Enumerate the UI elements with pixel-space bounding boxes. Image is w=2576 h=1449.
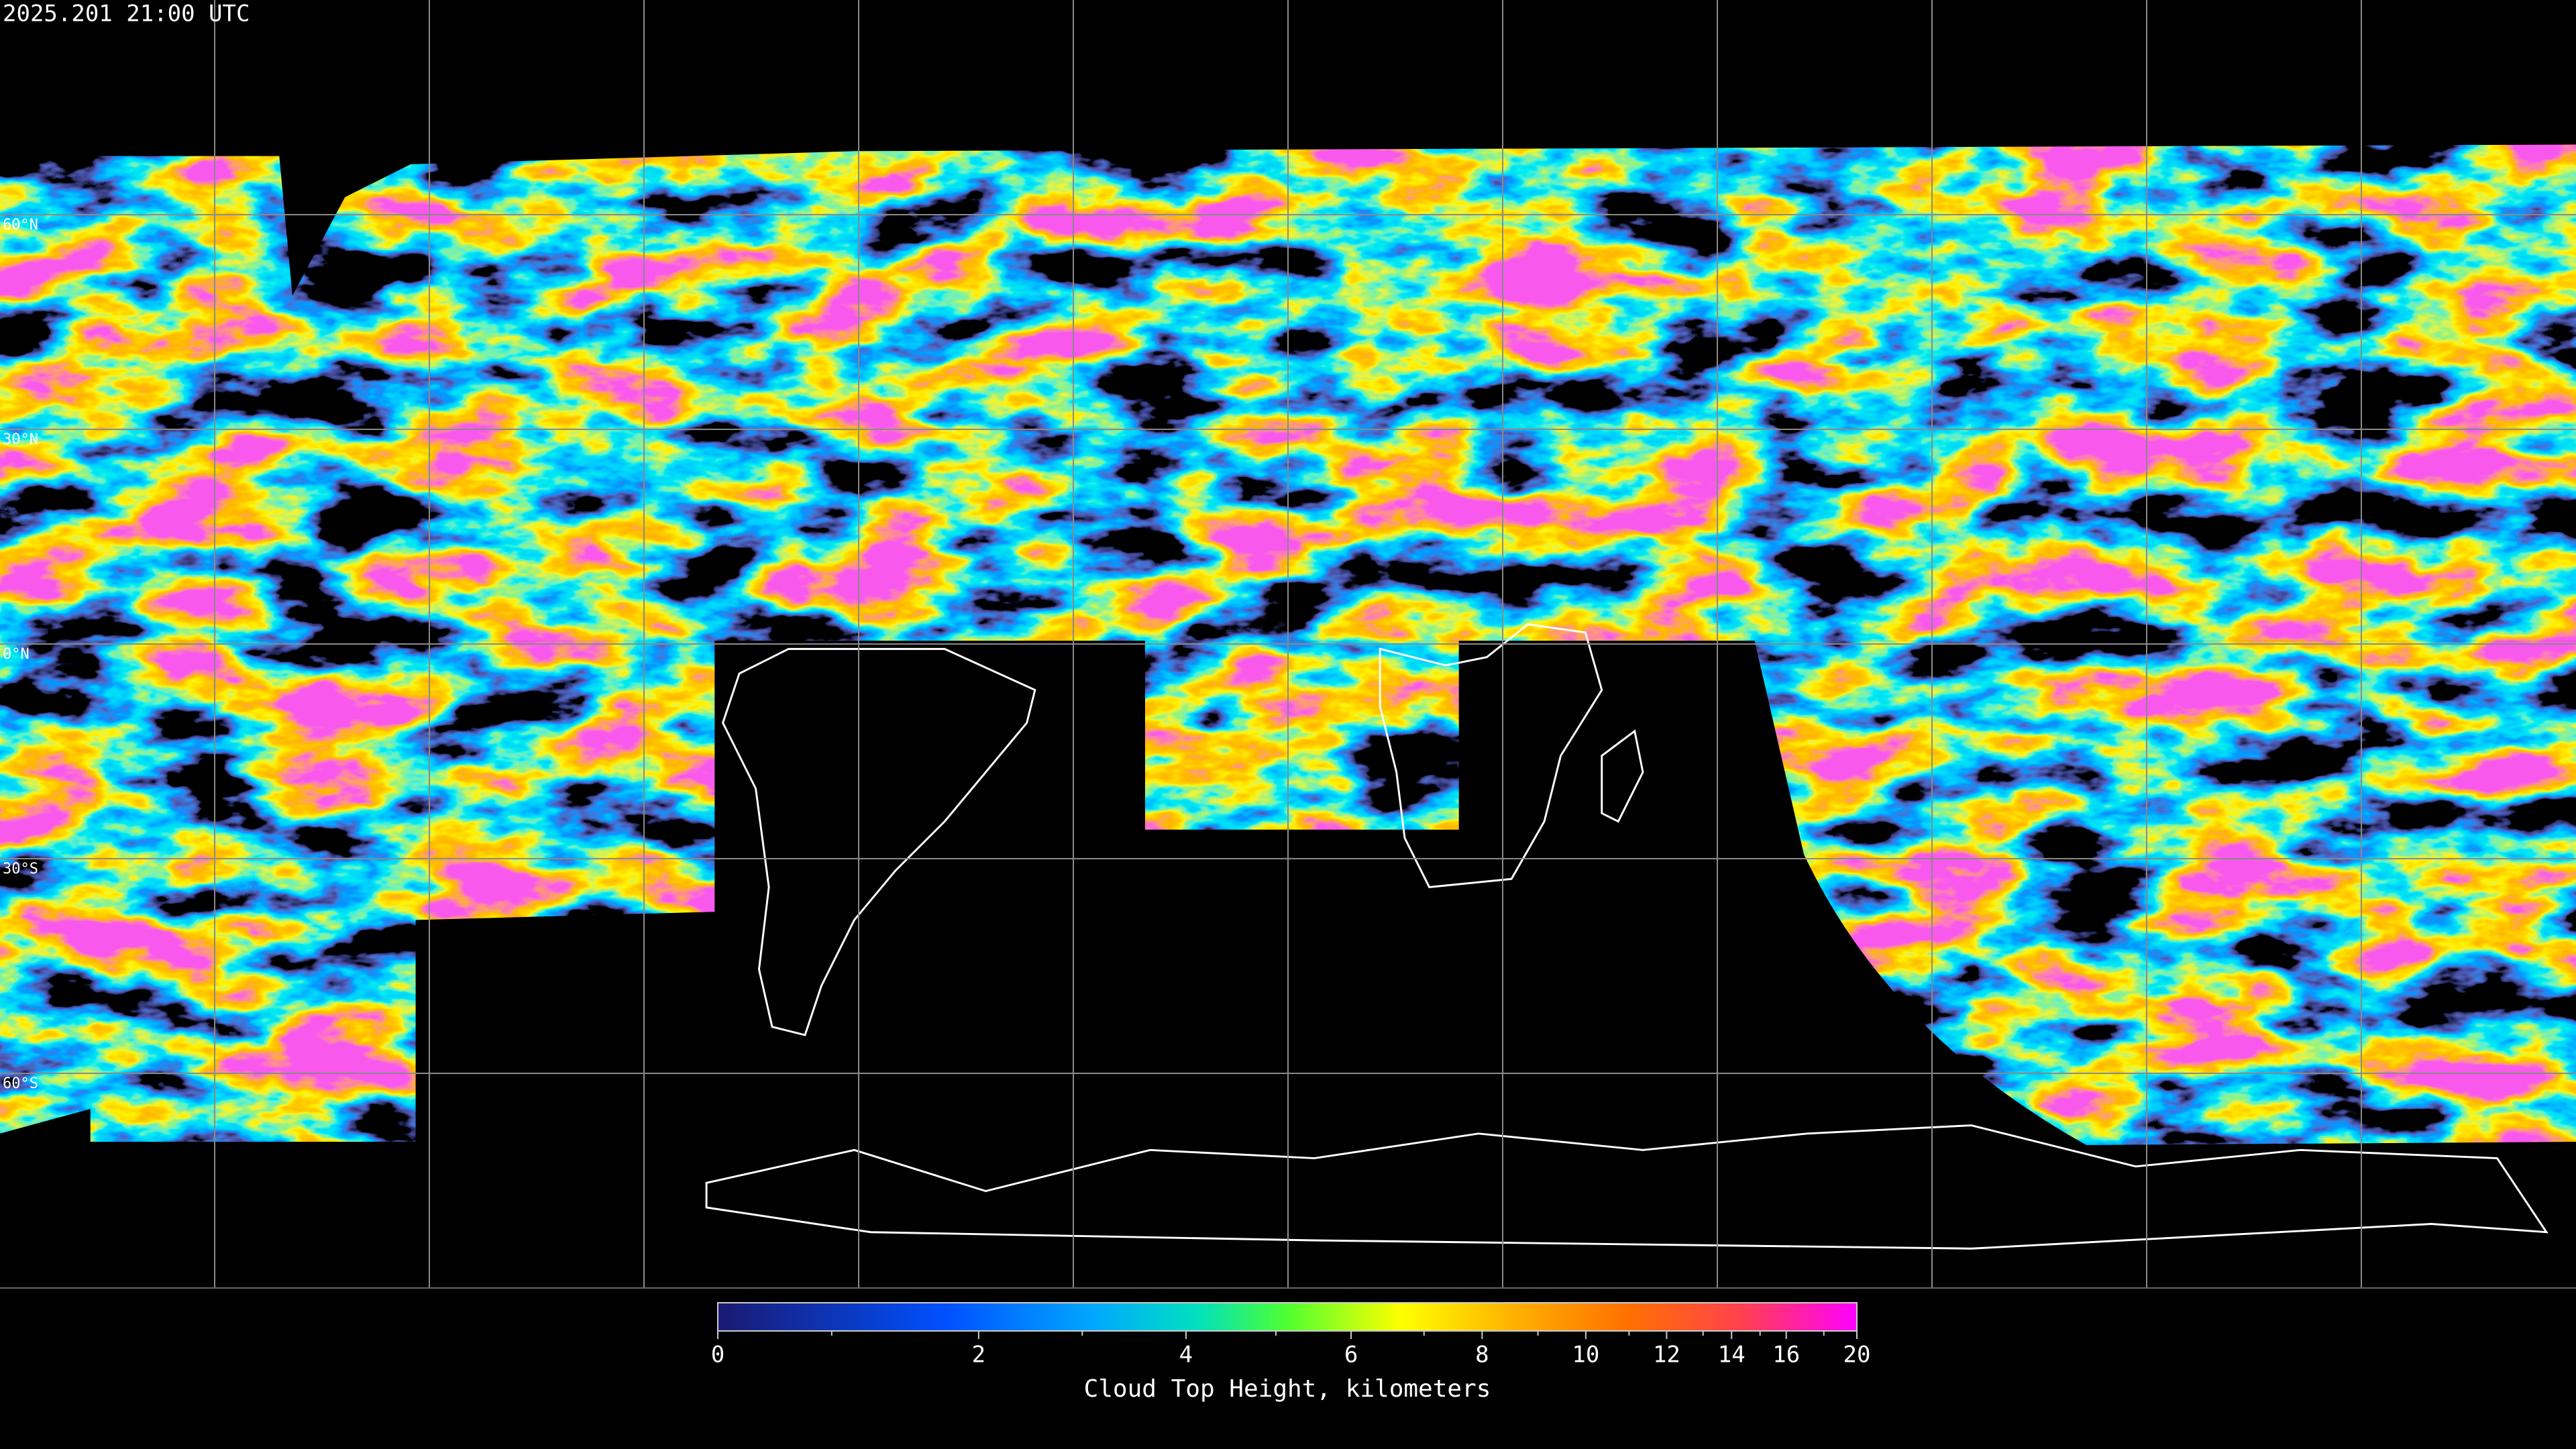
- colorbar-tick-label: 2: [972, 1342, 985, 1368]
- lat-label: 0°N: [3, 646, 30, 663]
- lat-label: 30°N: [3, 431, 38, 448]
- colorbar-tick-label: 10: [1572, 1342, 1599, 1368]
- colorbar: [717, 1302, 1858, 1332]
- lat-label: 60°S: [3, 1075, 38, 1092]
- colorbar-tick-label: 16: [1772, 1342, 1800, 1368]
- colorbar-tick-label: 8: [1475, 1342, 1489, 1368]
- graticule: [0, 0, 2576, 1288]
- colorbar-tick-label: 14: [1718, 1342, 1746, 1368]
- lat-label: 60°N: [3, 217, 38, 233]
- colorbar-tick-label: 6: [1344, 1342, 1358, 1368]
- colorbar-tick-label: 4: [1179, 1342, 1193, 1368]
- timestamp: 2025.201 21:00 UTC: [3, 1, 250, 28]
- coastlines: [705, 623, 2548, 1250]
- colorbar-tick-label: 12: [1653, 1342, 1680, 1368]
- colorbar-tick-label: 20: [1843, 1342, 1871, 1368]
- lat-label: 30°S: [3, 861, 38, 877]
- colorbar-title: Cloud Top Height, kilometers: [1084, 1375, 1491, 1403]
- colorbar-tick-label: 0: [711, 1342, 724, 1368]
